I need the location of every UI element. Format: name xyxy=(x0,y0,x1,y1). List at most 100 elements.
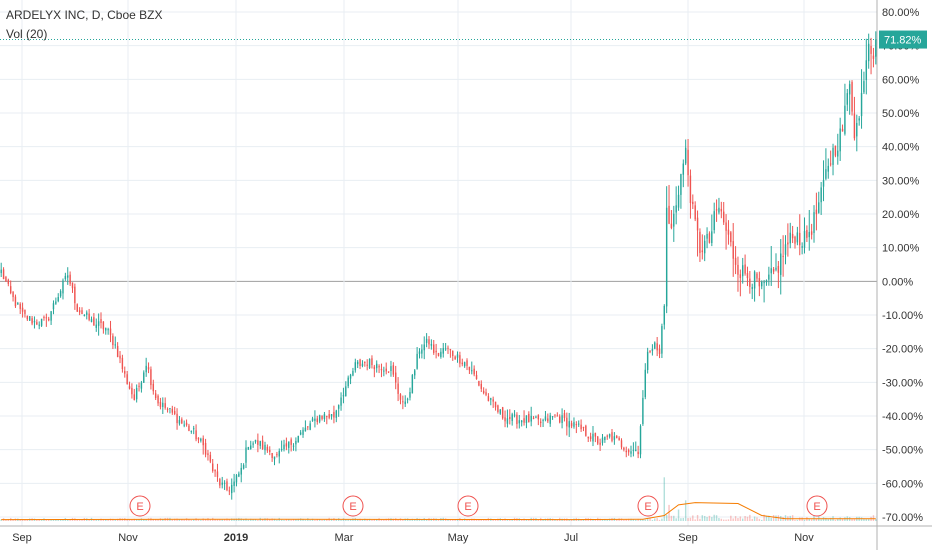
volume-bar xyxy=(411,518,414,521)
volume-bar xyxy=(701,515,704,521)
candle-body xyxy=(784,244,787,255)
candle-body xyxy=(482,390,485,394)
volume-bar xyxy=(402,519,404,521)
volume-bar xyxy=(689,517,692,521)
volume-bar xyxy=(409,519,411,521)
candle-body xyxy=(775,267,777,270)
candle-body xyxy=(523,418,525,423)
candle-body xyxy=(416,353,418,369)
candle-body xyxy=(782,255,784,257)
earnings-marker[interactable]: E xyxy=(637,495,659,517)
candle-body xyxy=(402,401,404,403)
volume-bar xyxy=(114,520,116,521)
volume-bar xyxy=(706,517,708,521)
volume-bar xyxy=(40,519,43,521)
volume-bar xyxy=(734,516,737,521)
y-tick-label: 30.00% xyxy=(882,175,920,187)
volume-indicator-label[interactable]: Vol (20) xyxy=(6,27,48,41)
volume-bar xyxy=(97,519,100,521)
volume-bar xyxy=(280,519,283,521)
volume-bar xyxy=(761,519,763,521)
candle-body xyxy=(171,408,174,413)
y-tick-label: -20.00% xyxy=(882,344,923,356)
candle-body xyxy=(730,232,732,243)
earnings-marker[interactable]: E xyxy=(129,495,151,517)
candle-body xyxy=(442,348,444,354)
volume-bar xyxy=(677,509,680,521)
volume-ma-line xyxy=(1,502,876,521)
candle-body xyxy=(796,232,799,243)
candle-body xyxy=(487,396,490,402)
candle-body xyxy=(169,407,171,409)
candle-body xyxy=(28,316,31,321)
last-value-badge xyxy=(879,30,927,49)
candle-body xyxy=(202,438,204,446)
candle-body xyxy=(475,374,478,380)
volume-bar xyxy=(658,519,661,521)
symbol-title[interactable]: ARDELYX INC, D, Cboe BZX xyxy=(6,8,163,22)
candle-body xyxy=(646,351,649,370)
candle-body xyxy=(665,207,668,307)
candle-body xyxy=(670,223,673,229)
candle-body xyxy=(589,436,592,439)
candle-body xyxy=(471,370,473,372)
volume-bar xyxy=(751,518,753,521)
earnings-marker[interactable]: E xyxy=(806,495,828,517)
candle-body xyxy=(810,231,813,235)
candle-body xyxy=(318,415,321,422)
candle-body xyxy=(67,275,69,278)
candle-body xyxy=(126,374,128,384)
volume-bar xyxy=(364,518,366,521)
candle-body xyxy=(551,416,554,418)
candle-body xyxy=(387,371,390,373)
volume-bar xyxy=(221,519,223,521)
candle-body xyxy=(867,43,870,62)
candle-body xyxy=(433,344,435,353)
volume-bar xyxy=(594,519,597,521)
candle-body xyxy=(107,329,109,331)
candle-body xyxy=(414,370,416,376)
volume-bar xyxy=(233,518,235,521)
candle-body xyxy=(485,392,487,395)
candle-body xyxy=(31,318,33,324)
candle-body xyxy=(573,422,575,427)
candle-body xyxy=(152,383,155,392)
candle-body xyxy=(844,105,846,134)
volume-bar xyxy=(216,519,219,521)
volume-bar xyxy=(368,518,371,521)
earnings-marker[interactable]: E xyxy=(457,495,479,517)
candle-body xyxy=(330,414,333,417)
volume-bar xyxy=(204,519,207,521)
candle-body xyxy=(492,399,494,402)
volume-bar xyxy=(649,517,651,521)
candle-body xyxy=(456,354,459,358)
volume-bar xyxy=(820,519,822,521)
candle-body xyxy=(623,447,625,450)
y-tick-label: 50.00% xyxy=(882,108,920,120)
candle-body xyxy=(841,128,844,132)
volume-bar xyxy=(373,519,376,521)
candle-body xyxy=(749,278,751,287)
volume-bar xyxy=(625,519,627,521)
candle-body xyxy=(789,232,791,244)
candle-body xyxy=(421,349,423,354)
candle-body xyxy=(140,382,143,389)
y-tick-label: 80.00% xyxy=(882,7,920,19)
y-tick-label: -40.00% xyxy=(882,411,923,423)
candle-body xyxy=(409,392,411,398)
candle-body xyxy=(682,163,685,175)
candle-body xyxy=(696,217,699,231)
candle-body xyxy=(644,369,646,398)
volume-bar xyxy=(93,519,95,521)
volume-bar xyxy=(138,518,140,521)
candle-body xyxy=(378,366,380,368)
candle-body xyxy=(271,452,273,458)
volume-bar xyxy=(242,519,245,521)
candle-body xyxy=(5,276,7,282)
candle-body xyxy=(307,426,309,428)
candle-body xyxy=(335,410,338,418)
earnings-marker[interactable]: E xyxy=(342,495,364,517)
